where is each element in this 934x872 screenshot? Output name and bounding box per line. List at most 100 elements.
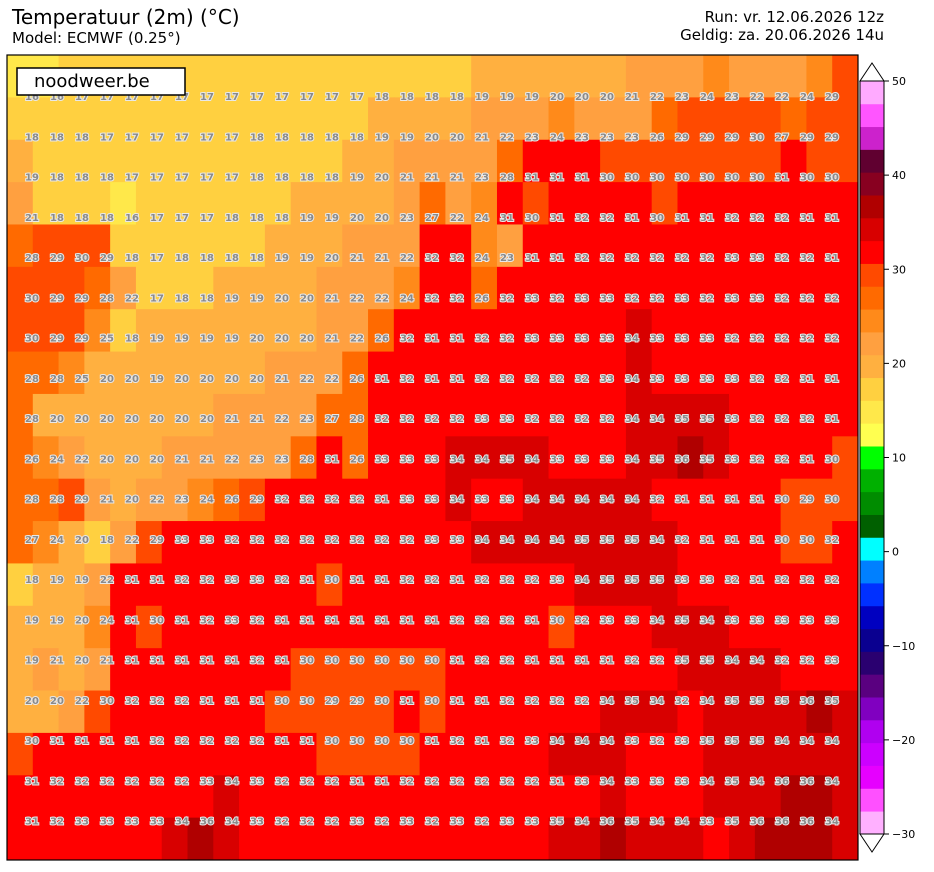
temp-cell bbox=[780, 478, 807, 522]
temp-cell bbox=[754, 648, 782, 692]
temp-cell bbox=[445, 605, 472, 649]
temp-cell bbox=[806, 97, 833, 141]
temp-label: 31 bbox=[575, 656, 589, 667]
temp-label: 19 bbox=[50, 615, 64, 626]
temp-cell bbox=[316, 55, 343, 98]
temp-cell bbox=[264, 648, 292, 692]
temp-cell bbox=[677, 563, 704, 607]
temp-cell bbox=[290, 182, 317, 225]
temp-label: 31 bbox=[500, 213, 514, 224]
temp-label: 29 bbox=[50, 334, 64, 345]
temp-label: 33 bbox=[200, 776, 214, 787]
temp-cell bbox=[651, 224, 678, 268]
temp-label: 19 bbox=[50, 575, 64, 586]
temp-label: 24 bbox=[200, 495, 214, 506]
temp-cell bbox=[58, 648, 85, 692]
temp-label: 33 bbox=[500, 414, 514, 425]
temp-label: 32 bbox=[650, 495, 664, 506]
temp-label: 23 bbox=[725, 92, 739, 103]
temp-label: 18 bbox=[200, 293, 214, 304]
temp-cell bbox=[393, 478, 421, 522]
temp-label: 34 bbox=[650, 615, 664, 626]
temp-label: 22 bbox=[325, 374, 339, 385]
temp-label: 32 bbox=[475, 776, 489, 787]
temp-label: 26 bbox=[225, 495, 239, 506]
temp-label: 28 bbox=[25, 414, 39, 425]
temp-label: 17 bbox=[200, 173, 214, 184]
temp-label: 32 bbox=[475, 575, 489, 586]
temp-cell bbox=[368, 139, 395, 183]
temp-label: 32 bbox=[275, 535, 289, 546]
temp-cell bbox=[780, 266, 807, 310]
temp-cell bbox=[7, 648, 34, 692]
temp-cell bbox=[522, 97, 550, 141]
temp-label: 23 bbox=[575, 132, 589, 143]
temp-cell bbox=[677, 309, 704, 353]
temp-label: 35 bbox=[625, 575, 639, 586]
temp-cell bbox=[110, 817, 137, 861]
temp-label: 30 bbox=[375, 736, 389, 747]
temp-label: 31 bbox=[300, 736, 314, 747]
temp-label: 30 bbox=[300, 696, 314, 707]
temp-cell bbox=[161, 521, 189, 564]
colorbar-arrow-top bbox=[859, 62, 885, 82]
temp-label: 32 bbox=[600, 213, 614, 224]
temp-label: 30 bbox=[150, 615, 164, 626]
temp-cell bbox=[264, 436, 292, 480]
temp-cell bbox=[290, 817, 317, 861]
temp-label: 32 bbox=[300, 495, 314, 506]
temp-cell bbox=[110, 309, 137, 353]
temp-cell bbox=[342, 563, 369, 607]
temp-label: 18 bbox=[325, 132, 339, 143]
temp-label: 31 bbox=[350, 615, 364, 626]
temp-label: 33 bbox=[625, 776, 639, 787]
temp-cell bbox=[7, 732, 34, 776]
temp-label: 20 bbox=[325, 253, 339, 264]
colorbar-band bbox=[860, 560, 884, 584]
temp-cell bbox=[135, 648, 163, 692]
temp-label: 32 bbox=[200, 736, 214, 747]
temp-label: 33 bbox=[575, 334, 589, 345]
temp-cell bbox=[342, 55, 369, 98]
temp-label: 31 bbox=[200, 696, 214, 707]
temp-label: 33 bbox=[825, 615, 839, 626]
temp-label: 32 bbox=[500, 575, 514, 586]
temp-label: 31 bbox=[550, 173, 564, 184]
temp-label: 32 bbox=[550, 414, 564, 425]
temp-label: 31 bbox=[150, 575, 164, 586]
temp-label: 30 bbox=[400, 656, 414, 667]
temp-cell bbox=[522, 266, 550, 310]
temp-label: 18 bbox=[400, 92, 414, 103]
temp-label: 18 bbox=[25, 575, 39, 586]
temp-label: 32 bbox=[175, 776, 189, 787]
temp-cell bbox=[84, 690, 111, 734]
temp-label: 35 bbox=[750, 736, 764, 747]
colorbar-band bbox=[860, 354, 884, 379]
temp-label: 31 bbox=[525, 656, 539, 667]
temp-label: 18 bbox=[50, 213, 64, 224]
temp-label: 32 bbox=[450, 736, 464, 747]
temp-cell bbox=[213, 393, 240, 437]
temp-label: 30 bbox=[825, 454, 839, 465]
temp-label: 31 bbox=[425, 334, 439, 345]
temp-label: 33 bbox=[425, 535, 439, 546]
temp-cell bbox=[729, 563, 756, 607]
temp-cell bbox=[84, 732, 111, 776]
temp-label: 33 bbox=[550, 334, 564, 345]
watermark-box bbox=[16, 67, 186, 96]
temp-cell bbox=[7, 224, 34, 268]
temp-label: 19 bbox=[375, 132, 389, 143]
temp-cell bbox=[135, 478, 163, 522]
temp-cell bbox=[7, 309, 34, 353]
temp-cell bbox=[419, 690, 446, 734]
temp-label: 31 bbox=[375, 615, 389, 626]
temp-label: 32 bbox=[475, 334, 489, 345]
temp-label: 32 bbox=[500, 334, 514, 345]
temp-cell bbox=[110, 648, 137, 692]
temp-label: 32 bbox=[800, 414, 814, 425]
temp-cell bbox=[651, 139, 678, 183]
temp-cell bbox=[600, 393, 627, 437]
temp-cell bbox=[548, 775, 575, 819]
temp-cell bbox=[187, 309, 214, 353]
temp-label: 31 bbox=[425, 615, 439, 626]
